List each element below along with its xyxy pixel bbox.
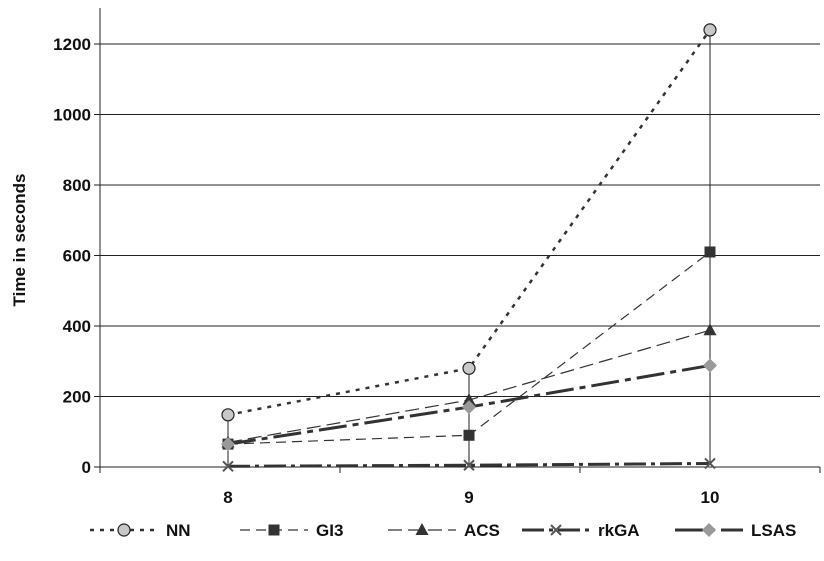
legend-item-nn: NN (90, 521, 191, 540)
data-point-lsas (703, 358, 717, 373)
series-rkga (222, 457, 716, 473)
y-tick-label: 600 (63, 247, 91, 266)
data-point-rkga (704, 457, 716, 470)
data-point-nn (462, 361, 476, 375)
data-point-gi3 (463, 429, 475, 441)
legend-marker-nn (117, 523, 131, 537)
y-axis-label: Time in seconds (10, 174, 29, 307)
data-point-acs (703, 323, 717, 336)
y-tick-label: 200 (63, 388, 91, 407)
legend-item-acs: ACS (388, 521, 500, 540)
data-point-rkga (222, 460, 234, 473)
x-tick-label: 9 (464, 488, 473, 507)
x-tick-labels: 8 9 10 (223, 488, 719, 507)
data-point-gi3 (704, 246, 716, 258)
legend-marker-rkga (550, 524, 562, 536)
y-tick-label: 800 (63, 176, 91, 195)
legend-label-acs: ACS (464, 521, 500, 540)
x-tick-label: 10 (701, 488, 720, 507)
legend-item-rkga: rkGA (522, 521, 640, 540)
y-tick-label: 1000 (53, 106, 91, 125)
series-group (221, 23, 717, 473)
series-lsas (221, 358, 717, 452)
data-point-acs (462, 393, 476, 406)
legend-item-lsas: LSAS (675, 521, 796, 540)
legend-label-lsas: LSAS (751, 521, 796, 540)
series-line-nn (227, 29, 712, 417)
data-point-nn (703, 23, 717, 37)
data-point-lsas (462, 400, 476, 415)
x-tick-label: 8 (223, 488, 232, 507)
legend-marker-lsas (702, 523, 716, 537)
legend-item-gi3: GI3 (240, 521, 343, 540)
legend-marker-acs (415, 523, 429, 535)
legend: NN GI3 ACS rkGA LSAS (90, 521, 796, 540)
y-tick-label: 0 (82, 458, 91, 477)
data-point-rkga (463, 459, 475, 471)
legend-label-nn: NN (166, 521, 191, 540)
legend-marker-gi3 (268, 524, 280, 536)
y-tick-labels: 0 200 400 600 800 1000 1200 (53, 35, 91, 477)
y-tick-label: 1200 (53, 35, 91, 54)
legend-label-rkga: rkGA (598, 521, 640, 540)
legend-label-gi3: GI3 (316, 521, 343, 540)
y-tick-label: 400 (63, 317, 91, 336)
data-point-lsas (221, 437, 235, 452)
axes (94, 8, 821, 473)
data-point-nn (221, 408, 235, 422)
series-nn (221, 23, 717, 422)
series-line-rkga (227, 461, 711, 468)
gridlines (100, 43, 820, 397)
